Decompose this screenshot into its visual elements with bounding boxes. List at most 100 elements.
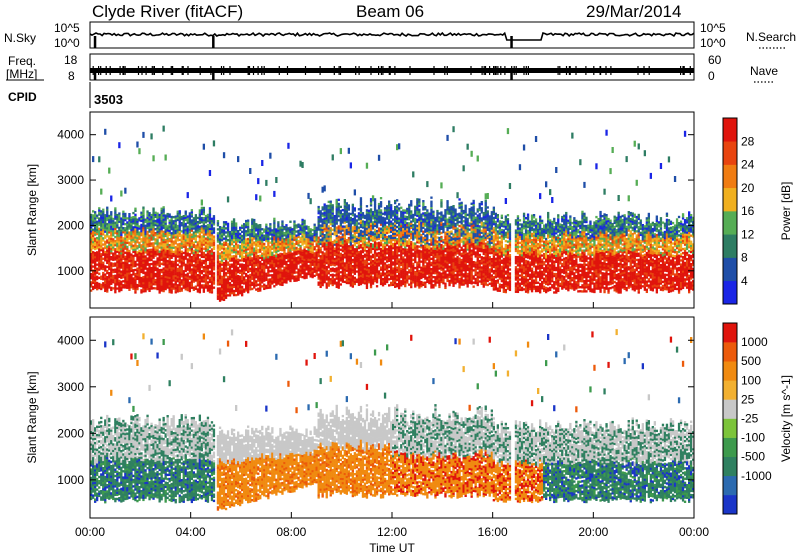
cpid-value: 3503 — [94, 92, 123, 107]
freq-spike — [523, 66, 525, 75]
freq-spike — [394, 66, 396, 75]
freq-spike — [409, 66, 411, 75]
colorbar-tick-label: 28 — [741, 134, 755, 148]
freq-spike — [355, 66, 357, 75]
freq-spike — [210, 66, 212, 75]
colorbar-tick-label: 8 — [741, 251, 748, 265]
freq-label-2: [MHz] — [6, 67, 37, 81]
freq-spike — [286, 66, 289, 75]
freq-spike — [380, 66, 382, 75]
freq-spike — [100, 66, 102, 75]
freq-spike — [484, 66, 487, 75]
nsearch-tick-bottom: 10^0 — [700, 36, 726, 50]
freq-spike — [162, 66, 164, 75]
freq-spike — [263, 66, 265, 75]
y-tick-label: 4000 — [57, 333, 84, 347]
freq-spike — [182, 66, 184, 75]
freq-spike — [151, 66, 153, 75]
noise-trace — [89, 31, 695, 48]
y-axis-label: Slant Range [km] — [25, 164, 39, 256]
y-tick-label: 2000 — [57, 426, 84, 440]
freq-spike — [481, 66, 483, 75]
freq-spike — [568, 66, 570, 75]
colorbar-tick-label: 20 — [741, 181, 755, 195]
station-title: Clyde River (fitACF) — [92, 2, 243, 21]
freq-spike — [145, 66, 147, 75]
x-tick-label: 20:00 — [578, 525, 608, 539]
colorbar-swatch — [723, 257, 737, 282]
freq-spike — [682, 66, 685, 75]
colorbar-tick-label: -1000 — [741, 469, 772, 483]
freq-spike — [388, 66, 390, 75]
freq-spike — [470, 66, 472, 75]
freq-spike — [172, 66, 174, 75]
colorbar-swatch — [723, 211, 737, 235]
freq-spike — [229, 66, 231, 75]
freq-spike — [648, 66, 650, 75]
freq-label-1: Freq. — [8, 54, 36, 68]
freq-spike — [382, 66, 384, 75]
freq-spike — [252, 66, 255, 75]
colorbar-swatch — [723, 494, 737, 515]
freq-spike — [122, 66, 124, 75]
colorbar-swatch — [723, 234, 737, 258]
x-tick-label: 04:00 — [176, 525, 206, 539]
freq-spike — [261, 66, 263, 75]
colorbar-tick-label: 12 — [741, 227, 755, 241]
freq-spike — [483, 66, 485, 75]
y-tick-label: 1000 — [57, 264, 84, 278]
freq-spike — [565, 66, 568, 75]
freq-spike — [557, 66, 559, 75]
colorbar-swatch — [723, 380, 737, 400]
freq-spike — [339, 66, 342, 75]
nave-tick-top: 60 — [708, 53, 722, 67]
freq-spike — [338, 66, 340, 75]
freq-strip-frame — [89, 53, 695, 81]
cpid-label: CPID — [8, 90, 37, 104]
power-heatmap — [90, 125, 694, 302]
freq-spike — [525, 66, 527, 75]
freq-spike — [683, 66, 685, 75]
x-tick-label: 00:00 — [75, 525, 105, 539]
freq-spike — [124, 66, 126, 75]
freq-spike — [153, 66, 155, 75]
freq-spike — [141, 66, 143, 75]
velocity-heatmap — [90, 329, 694, 511]
freq-spike — [643, 66, 645, 75]
freq-spike — [170, 66, 172, 75]
colorbar-tick-label: -500 — [741, 450, 765, 464]
x-tick-label: 12:00 — [377, 525, 407, 539]
y-tick-label: 2000 — [57, 218, 84, 232]
velocity-panel: 1000 2000 3000 4000 Slant Range [km] 1000 500 1… — [25, 316, 793, 519]
freq-spike — [137, 66, 140, 75]
freq-spike — [489, 66, 491, 75]
nsky-label: N.Sky — [4, 31, 36, 45]
nsearch-tick-top: 10^5 — [700, 21, 726, 35]
freq-spike — [689, 66, 691, 75]
colorbar-swatch — [723, 475, 737, 496]
colorbar-tick-label: 500 — [741, 354, 761, 368]
colorbar-tick-label: 24 — [741, 158, 755, 172]
nave-label: Nave — [750, 64, 778, 78]
freq-spike — [513, 66, 515, 75]
freq-spike — [105, 66, 107, 75]
colorbar-frame — [722, 117, 738, 305]
freq-spike — [248, 66, 251, 75]
freq-band-line — [90, 68, 694, 73]
y-tick-label: 3000 — [57, 173, 84, 187]
colorbar-swatch — [723, 323, 737, 343]
freq-spike — [187, 66, 189, 75]
x-axis-label: Time UT — [369, 541, 415, 554]
colorbar-tick-label: -100 — [741, 431, 765, 445]
y-axis-label: Slant Range [km] — [25, 371, 39, 463]
beam-title: Beam 06 — [356, 2, 424, 21]
freq-spike — [181, 66, 183, 75]
freq-spike — [433, 66, 435, 75]
freq-spike — [109, 66, 111, 75]
colorbar-swatch — [723, 118, 737, 142]
freq-spike — [504, 66, 506, 75]
freq-spike — [446, 66, 448, 75]
x-tick-label: 16:00 — [478, 525, 508, 539]
freq-spike — [500, 66, 502, 75]
date-title: 29/Mar/2014 — [586, 2, 681, 21]
